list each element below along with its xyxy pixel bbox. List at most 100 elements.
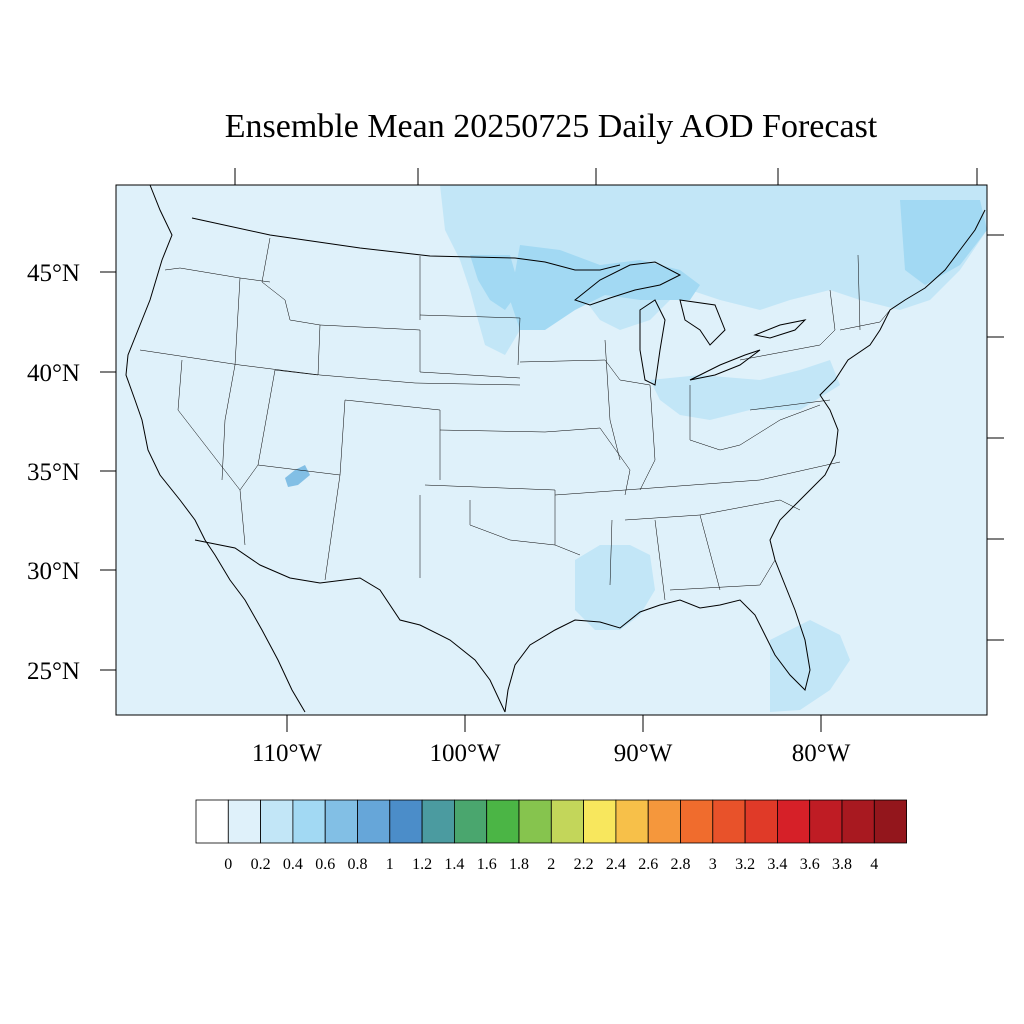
latitude-labels: 45°N 40°N 35°N 30°N 25°N xyxy=(27,260,80,685)
colorbar-box xyxy=(841,799,875,844)
colorbar-tick-label: 1.2 xyxy=(412,856,432,873)
colorbar-tick-label: 2.2 xyxy=(574,856,594,873)
colorbar-tick-label: 2 xyxy=(547,856,555,873)
colorbar-tick-label: 3.2 xyxy=(735,856,755,873)
colorbar-box xyxy=(195,799,229,844)
state-line xyxy=(689,385,821,451)
state-line xyxy=(639,384,656,491)
colorbar-box xyxy=(421,799,455,844)
colorbar-tick-label: 1 xyxy=(386,856,394,873)
colorbar-tick-label: 1.4 xyxy=(444,856,464,873)
colorbar-tick-label: 0.4 xyxy=(283,856,303,873)
aod-region-ohio-valley xyxy=(650,360,840,420)
colorbar-box xyxy=(292,799,326,844)
state-line xyxy=(699,514,721,591)
aod-highlight-regions xyxy=(285,185,987,712)
colorbar-box xyxy=(227,799,262,844)
map-frame xyxy=(115,184,988,716)
state-line xyxy=(654,519,666,601)
colorbar-tick-label: 1.6 xyxy=(477,856,497,873)
colorbar-box xyxy=(647,799,681,844)
state-line xyxy=(139,349,521,386)
colorbar-box xyxy=(260,799,294,844)
pacific-coastline xyxy=(125,184,306,713)
colorbar-tick-label: 3.8 xyxy=(832,856,852,873)
lake-michigan xyxy=(639,299,666,386)
state-line xyxy=(519,359,651,386)
state-line xyxy=(319,324,521,379)
lat-label: 25°N xyxy=(27,658,80,685)
state-line xyxy=(221,277,241,481)
state-line xyxy=(857,254,861,331)
state-line xyxy=(257,324,441,480)
colorbar-tick-label: 2.6 xyxy=(638,856,658,873)
state-boundaries xyxy=(139,237,891,601)
map-title: Ensemble Mean 20250725 Daily AOD Forecas… xyxy=(224,108,878,145)
state-line xyxy=(839,309,891,331)
colorbar-box xyxy=(680,799,714,844)
colorbar-box xyxy=(486,799,520,844)
colorbar-tick-label: 4 xyxy=(870,856,878,873)
atlantic-gulf-coastline xyxy=(504,209,986,713)
colorbar-box xyxy=(389,799,423,844)
lake-ontario xyxy=(753,319,807,339)
colorbar-box xyxy=(873,799,907,844)
aod-region-quebec xyxy=(900,200,987,285)
state-line xyxy=(469,500,556,546)
colorbar-box xyxy=(453,799,488,844)
lon-label: 90°W xyxy=(614,740,673,767)
coastlines xyxy=(125,184,986,713)
state-line xyxy=(164,267,271,283)
lat-label: 35°N xyxy=(27,459,80,486)
lake-superior xyxy=(573,261,682,306)
colorbar-box xyxy=(518,799,552,844)
aod-region-gulf xyxy=(575,545,655,630)
colorbar-box xyxy=(809,799,843,844)
lake-erie xyxy=(689,349,761,381)
colorbar-tick-label: 3 xyxy=(709,856,717,873)
lake-huron xyxy=(679,299,726,346)
colorbar-box xyxy=(357,799,391,844)
colorbar-tick-label: 1.8 xyxy=(509,856,529,873)
lat-label: 40°N xyxy=(27,360,80,387)
us-canada-border-west xyxy=(191,217,516,259)
colorbar-box xyxy=(712,799,746,844)
great-lakes xyxy=(573,261,807,386)
lat-label: 30°N xyxy=(27,558,80,585)
aod-region-north xyxy=(440,185,987,355)
colorbar-box xyxy=(744,799,778,844)
state-line xyxy=(544,427,631,496)
colorbar-box xyxy=(550,799,584,844)
colorbar-tick-label: 3.4 xyxy=(767,856,787,873)
us-mexico-border xyxy=(194,539,506,713)
state-line xyxy=(439,429,546,433)
state-line xyxy=(624,499,801,521)
state-line xyxy=(177,359,241,491)
lon-label: 110°W xyxy=(252,740,323,767)
us-canada-border-mid xyxy=(514,257,621,271)
longitude-labels: 110°W 100°W 90°W 80°W xyxy=(252,740,851,767)
state-line xyxy=(669,559,776,591)
lon-label: 80°W xyxy=(792,740,851,767)
state-line xyxy=(239,464,259,546)
lat-label: 45°N xyxy=(27,260,80,287)
colorbar-box xyxy=(324,799,358,844)
colorbar-tick-label: 0.8 xyxy=(348,856,368,873)
state-line xyxy=(261,237,321,326)
colorbar-tick-label: 0 xyxy=(224,856,232,873)
aod-region-great-lakes xyxy=(510,245,700,330)
state-line xyxy=(419,314,521,366)
state-line xyxy=(554,461,841,496)
colorbar-box xyxy=(615,799,649,844)
colorbar: 0 0.2 0.4 0.6 0.8 1 1.2 1.4 1.6 1.8 2 2.2 2.4 2.6 2.8 3… xyxy=(195,799,907,873)
lon-label: 100°W xyxy=(429,740,500,767)
map-panel xyxy=(115,184,988,716)
state-line xyxy=(739,289,836,361)
aod-region-dakota xyxy=(470,255,520,310)
colorbar-tick-label: 2.8 xyxy=(671,856,691,873)
state-line xyxy=(324,474,341,581)
state-line xyxy=(609,519,613,586)
colorbar-box xyxy=(777,799,811,844)
colorbar-tick-label: 2.4 xyxy=(606,856,626,873)
